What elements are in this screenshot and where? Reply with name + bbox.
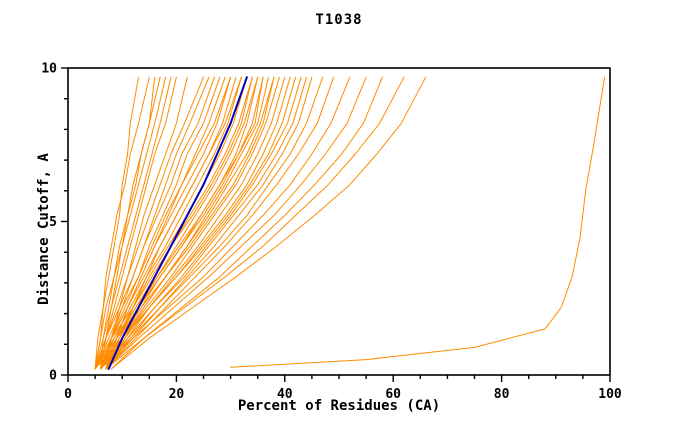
series-line-model-36 — [100, 76, 324, 370]
series-line-outlier-model — [230, 76, 606, 368]
y-tick-label: 0 — [49, 369, 57, 384]
series-line-model-12 — [100, 76, 221, 370]
y-tick-label: 10 — [41, 62, 57, 77]
x-tick-label: 0 — [64, 387, 72, 402]
series-line-model-42 — [110, 76, 427, 370]
series-line-model-27 — [100, 76, 275, 370]
series-line-model-38 — [100, 76, 351, 370]
series-line-model-20 — [100, 76, 253, 370]
series-line-highlighted-model — [107, 76, 248, 370]
series-line-model-09 — [94, 76, 204, 370]
series-line-model-04 — [94, 76, 161, 370]
series-line-model-29 — [100, 76, 280, 370]
series-line-model-14 — [94, 76, 232, 370]
series-line-model-33 — [105, 76, 302, 370]
series-line-model-10 — [100, 76, 210, 370]
series-line-model-30 — [105, 76, 286, 370]
series-line-model-24 — [100, 76, 264, 370]
series-line-model-40 — [110, 76, 383, 370]
chart-title: T1038 — [315, 12, 363, 28]
series-line-model-28 — [94, 76, 275, 370]
series-line-model-11 — [94, 76, 215, 370]
series-line-model-32 — [94, 76, 297, 370]
series-line-model-02 — [94, 76, 150, 370]
y-tick-label: 5 — [49, 215, 57, 230]
x-axis-label: Percent of Residues (CA) — [237, 398, 441, 414]
x-tick-label: 20 — [169, 387, 185, 402]
series-line-model-21 — [94, 76, 253, 370]
series-line-model-01 — [94, 76, 139, 370]
x-tick-label: 60 — [385, 387, 401, 402]
x-tick-label: 80 — [494, 387, 510, 402]
x-tick-label: 100 — [598, 387, 622, 402]
series-line-model-07 — [100, 76, 177, 370]
series-line-model-31 — [100, 76, 291, 370]
series-line-model-39 — [105, 76, 367, 370]
series-line-model-35 — [105, 76, 313, 370]
series-line-model-06 — [94, 76, 172, 370]
series-line-model-05 — [100, 76, 167, 370]
series-line-model-17 — [94, 76, 242, 370]
series-line-model-41 — [105, 76, 405, 370]
series-line-model-23 — [105, 76, 259, 370]
series-line-model-34 — [100, 76, 307, 370]
x-tick-label: 40 — [277, 387, 293, 402]
series-line-model-25 — [94, 76, 264, 370]
